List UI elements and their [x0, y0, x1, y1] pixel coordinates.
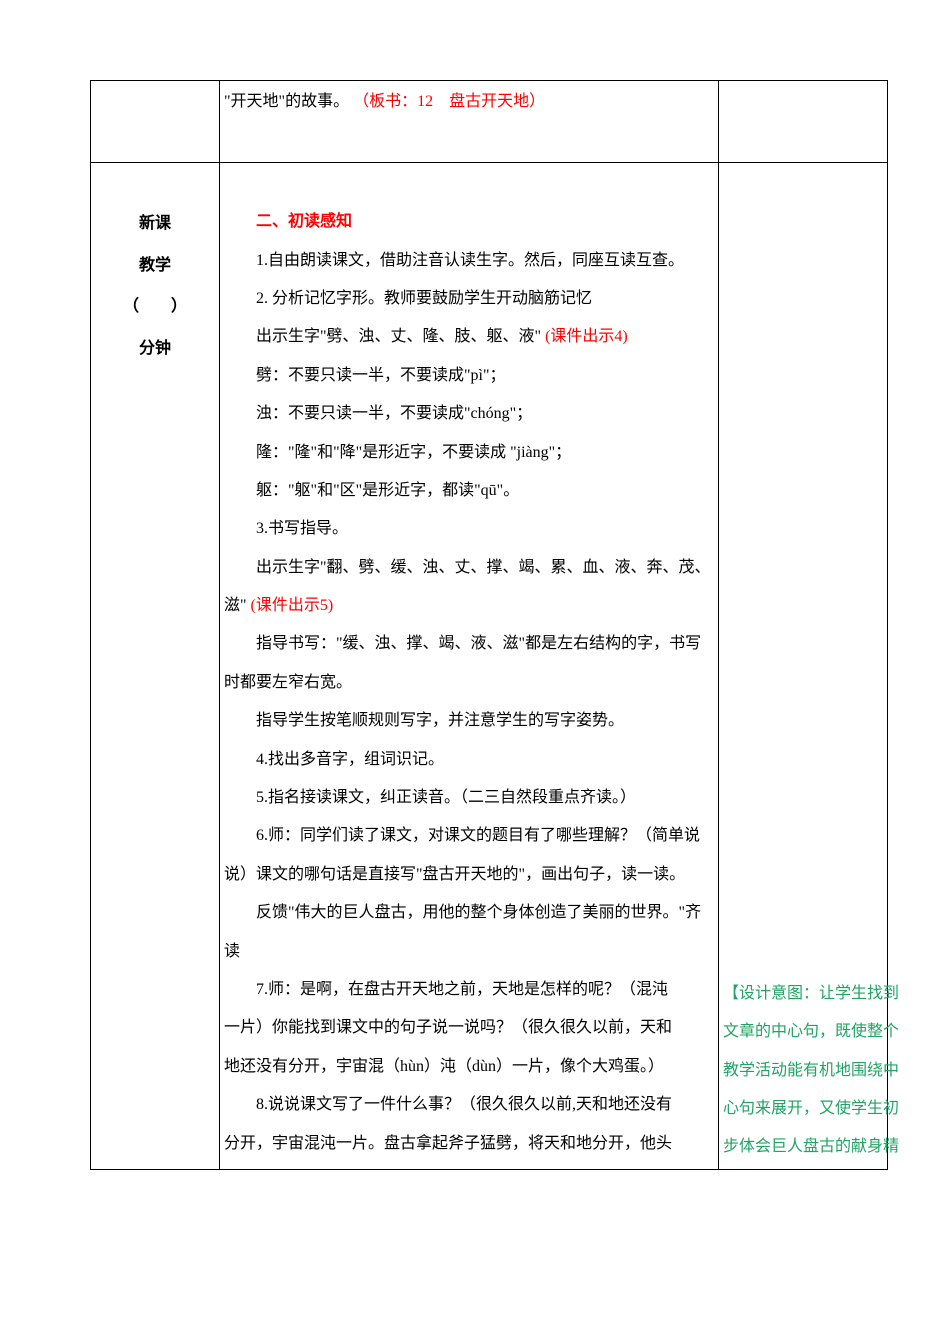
- paragraph: 4.找出多音字，组词识记。: [224, 741, 714, 779]
- paragraph: 隆："隆"和"降"是形近字，不要读成 "jiàng"；: [224, 434, 714, 472]
- design-intent: 【设计意图：让学生找到: [723, 975, 883, 1013]
- design-intent: 教学活动能有机地围绕中: [723, 1052, 883, 1090]
- blank-line: [95, 165, 215, 203]
- blank-line: [224, 165, 714, 203]
- paragraph: 8.说说课文写了一件什么事？（很久很久以前,天和地还没有: [224, 1086, 714, 1124]
- text: 出示生字"劈、浊、丈、隆、肢、躯、液": [256, 328, 541, 345]
- paragraph: 浊：不要只读一半，不要读成"chóng"；: [224, 395, 714, 433]
- document-page: "开天地"的故事。 （板书：12 盘古开天地） 新课 教学 （ ） 分钟 二、初…: [0, 0, 950, 1344]
- paragraph: 反馈"伟大的巨人盘古，用他的整个身体创造了美丽的世界。"齐读: [224, 894, 714, 971]
- left-label: （ ）: [95, 286, 215, 328]
- left-label: 教学: [95, 245, 215, 287]
- paragraph: 一片）你能找到课文中的句子说一说吗？（很久很久以前，天和: [224, 1009, 714, 1047]
- paragraph: 2. 分析记忆字形。教师要鼓励学生开动脑筋记忆: [224, 280, 714, 318]
- courseware-ref: (课件出示4): [545, 328, 628, 345]
- spacer: [723, 165, 883, 975]
- paragraph: 出示生字"翻、劈、缓、浊、丈、撑、竭、累、血、液、奔、茂、滋" (课件出示5): [224, 549, 714, 626]
- paragraph: 指导学生按笔顺规则写字，并注意学生的写字姿势。: [224, 702, 714, 740]
- paragraph: 7.师：是啊，在盘古开天地之前，天地是怎样的呢？（混沌: [224, 971, 714, 1009]
- paragraph: 1.自由朗读课文，借助注音认读生字。然后，同座互读互查。: [224, 242, 714, 280]
- cell-right-1: [719, 81, 888, 163]
- courseware-ref: (课件出示5): [251, 597, 334, 614]
- left-label: 新课: [95, 203, 215, 245]
- cell-mid-1: "开天地"的故事。 （板书：12 盘古开天地）: [220, 81, 719, 163]
- section-head-text: 二、初读感知: [256, 213, 352, 230]
- paragraph: 指导书写："缓、浊、撑、竭、液、滋"都是左右结构的字，书写时都要左窄右宽。: [224, 625, 714, 702]
- paragraph: 5.指名接读课文，纠正读音。（二三自然段重点齐读。）: [224, 779, 714, 817]
- text: "开天地"的故事。: [224, 93, 349, 110]
- paragraph: 出示生字"劈、浊、丈、隆、肢、躯、液" (课件出示4): [224, 318, 714, 356]
- design-intent: 文章的中心句，既使整个: [723, 1013, 883, 1051]
- paragraph: 劈：不要只读一半，不要读成"pì"；: [224, 357, 714, 395]
- paragraph: 躯："躯"和"区"是形近字，都读"qū"。: [224, 472, 714, 510]
- design-intent: 心句来展开，又使学生初: [723, 1090, 883, 1128]
- cell-right-2: 【设计意图：让学生找到 文章的中心句，既使整个 教学活动能有机地围绕中 心句来展…: [719, 162, 888, 1169]
- table-row: "开天地"的故事。 （板书：12 盘古开天地）: [91, 81, 888, 163]
- design-intent: 步体会巨人盘古的献身精: [723, 1128, 883, 1166]
- paragraph: 3.书写指导。: [224, 510, 714, 548]
- cell-left-1: [91, 81, 220, 163]
- cell-mid-2: 二、初读感知 1.自由朗读课文，借助注音认读生字。然后，同座互读互查。 2. 分…: [220, 162, 719, 1169]
- table-row: 新课 教学 （ ） 分钟 二、初读感知 1.自由朗读课文，借助注音认读生字。然后…: [91, 162, 888, 1169]
- paragraph: 地还没有分开，宇宙混（hùn）沌（dùn）一片，像个大鸡蛋。）: [224, 1048, 714, 1086]
- lesson-table: "开天地"的故事。 （板书：12 盘古开天地） 新课 教学 （ ） 分钟 二、初…: [90, 80, 888, 1170]
- section-heading: 二、初读感知: [224, 203, 714, 241]
- left-label: 分钟: [95, 328, 215, 370]
- paragraph: 分开，宇宙混沌一片。盘古拿起斧子猛劈，将天和地分开，他头: [224, 1125, 714, 1163]
- line: "开天地"的故事。 （板书：12 盘古开天地）: [224, 83, 714, 121]
- cell-left-2: 新课 教学 （ ） 分钟: [91, 162, 220, 1169]
- blank-line: [224, 121, 714, 159]
- paragraph: 6.师：同学们读了课文，对课文的题目有了哪些理解？（简单说说）课文的哪句话是直接…: [224, 817, 714, 894]
- board-note: （板书：12 盘古开天地）: [353, 93, 545, 110]
